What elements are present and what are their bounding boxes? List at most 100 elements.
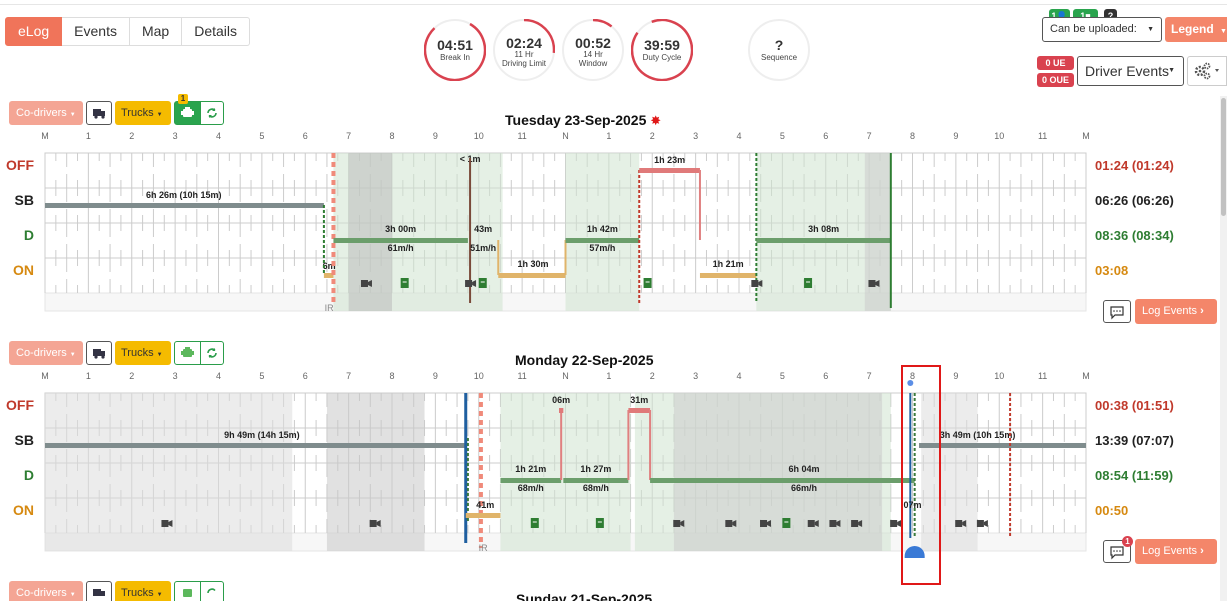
- camera-lens: [858, 520, 863, 527]
- hour-label: 8: [389, 131, 394, 141]
- gears-icon: [1194, 62, 1219, 80]
- segment-label: 3h 08m: [808, 224, 839, 234]
- hour-label: 1: [86, 131, 91, 141]
- document-body: [478, 278, 487, 288]
- hour-label: 10: [474, 131, 484, 141]
- hour-label: 1: [606, 131, 611, 141]
- camera-lens: [983, 520, 988, 527]
- engine-button[interactable]: [174, 581, 201, 601]
- hour-label: 9: [953, 131, 958, 141]
- truck-button[interactable]: [86, 101, 112, 125]
- camera-body: [369, 520, 377, 527]
- codrivers-dropdown[interactable]: Co-drivers ▼: [9, 101, 83, 125]
- settings-button[interactable]: [1187, 56, 1227, 86]
- row-label-sb: SB: [14, 432, 34, 448]
- hour-label: N: [562, 131, 569, 141]
- gray-shade: [45, 393, 293, 551]
- hour-label: 4: [736, 131, 741, 141]
- engine-button[interactable]: 1: [174, 94, 201, 125]
- document-icon: [804, 278, 813, 288]
- document-body: [643, 278, 652, 288]
- legend-button[interactable]: Legend ▼: [1165, 17, 1227, 42]
- comment-button[interactable]: 1: [1103, 536, 1133, 563]
- hour-label: 1: [606, 371, 611, 381]
- hour-label: 2: [129, 131, 134, 141]
- hour-label: 10: [994, 371, 1004, 381]
- truck-button[interactable]: [86, 341, 112, 365]
- engine-icon: [183, 589, 192, 597]
- window-clock: 00:52 14 Hr Window: [562, 19, 624, 81]
- driver-events-select[interactable]: Driver Events ▼: [1077, 56, 1184, 86]
- row-label-d: D: [23, 227, 34, 243]
- engine-icon: [181, 347, 194, 357]
- row-label-d: D: [23, 467, 34, 483]
- camera-body: [465, 280, 473, 287]
- engine-icon: [181, 107, 194, 117]
- window-clock-value: 00:52: [575, 35, 611, 51]
- hour-label: 10: [994, 131, 1004, 141]
- hour-label: 4: [736, 371, 741, 381]
- hour-label: 7: [346, 371, 351, 381]
- trucks-dropdown[interactable]: Trucks ▼: [115, 581, 171, 601]
- hour-label: 1: [86, 371, 91, 381]
- segment-label: 9h 49m (14h 15m): [224, 430, 300, 440]
- chevron-down-icon: ▼: [69, 112, 76, 118]
- scrollbar-track[interactable]: [1220, 96, 1227, 601]
- camera-lens: [680, 520, 685, 527]
- camera-body: [851, 520, 859, 527]
- codrivers-dropdown[interactable]: Co-drivers ▼: [9, 581, 83, 601]
- scrollbar-thumb[interactable]: [1221, 98, 1226, 216]
- camera-icon: [851, 520, 863, 527]
- can-be-uploaded-select[interactable]: Can be uploaded: ▼: [1042, 17, 1162, 42]
- hour-label: M: [1082, 131, 1090, 141]
- hour-label: 4: [216, 131, 221, 141]
- chevron-down-icon: ▼: [156, 592, 163, 598]
- trucks-dropdown[interactable]: Trucks ▼: [115, 341, 171, 365]
- hour-label: 8: [389, 371, 394, 381]
- segment-label: 43m: [474, 224, 492, 234]
- camera-icon: [955, 520, 967, 527]
- segment-label: 41m: [476, 500, 494, 510]
- total-d: 08:36 (08:34): [1095, 228, 1174, 243]
- oue-badge: 0 OUE: [1037, 73, 1074, 87]
- total-on: 03:08: [1095, 263, 1129, 278]
- segment-label: 31m: [630, 395, 648, 405]
- segment-label: 61m/h: [388, 243, 414, 253]
- log-events-button[interactable]: Log Events ›: [1135, 539, 1217, 564]
- tab-elog[interactable]: eLog: [5, 17, 63, 46]
- driving-shade: [565, 153, 640, 311]
- truck-button[interactable]: [86, 581, 112, 601]
- engine-button[interactable]: [174, 341, 201, 365]
- codrivers-dropdown[interactable]: Co-drivers ▼: [9, 341, 83, 365]
- log-events-button[interactable]: Log Events ›: [1135, 299, 1217, 324]
- document-body: [595, 518, 604, 528]
- sequence-label: Sequence: [760, 53, 798, 62]
- camera-lens: [758, 280, 763, 287]
- camera-lens: [836, 520, 841, 527]
- break-clock-value: 04:51: [437, 37, 473, 53]
- segment-label: 3h 49m (10h 15m): [940, 430, 1016, 440]
- refresh-button[interactable]: [201, 101, 224, 125]
- comment-button[interactable]: [1103, 300, 1131, 323]
- segment-label: 51m/h: [470, 243, 496, 253]
- segment-label: < 1m: [460, 154, 481, 164]
- tab-events[interactable]: Events: [62, 17, 130, 46]
- chevron-down-icon: ▼: [1220, 28, 1227, 35]
- trucks-dropdown[interactable]: Trucks ▼: [115, 101, 171, 125]
- camera-icon: [868, 280, 880, 287]
- hour-label: 5: [259, 371, 264, 381]
- hour-label: 6: [303, 131, 308, 141]
- refresh-button[interactable]: [201, 341, 224, 365]
- total-off: 00:38 (01:51): [1095, 398, 1174, 413]
- hour-label: 4: [216, 371, 221, 381]
- sequence-clock: ? Sequence: [748, 19, 810, 81]
- chevron-right-icon: ›: [1200, 545, 1204, 557]
- document-body: [400, 278, 409, 288]
- hour-label: 7: [867, 131, 872, 141]
- tab-map[interactable]: Map: [129, 17, 183, 46]
- sequence-value: ?: [774, 37, 784, 53]
- tab-details[interactable]: Details: [182, 17, 250, 46]
- document-body: [804, 278, 813, 288]
- document-icon: [530, 518, 539, 528]
- refresh-button[interactable]: [201, 581, 224, 601]
